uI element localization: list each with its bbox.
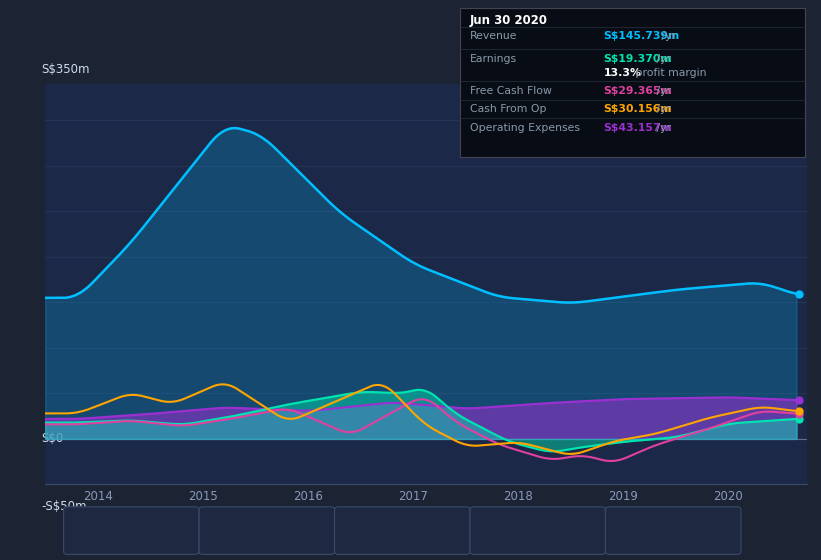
Text: S$350m: S$350m xyxy=(41,63,89,76)
Text: ●: ● xyxy=(349,526,358,535)
Text: Earnings: Earnings xyxy=(227,526,272,535)
Text: S$19.370m: S$19.370m xyxy=(603,54,672,64)
Text: ●: ● xyxy=(78,526,87,535)
Text: S$0: S$0 xyxy=(41,432,63,445)
Text: Cash From Op: Cash From Op xyxy=(470,104,546,114)
Text: -S$50m: -S$50m xyxy=(41,501,87,514)
Text: S$29.365m: S$29.365m xyxy=(603,86,672,96)
Text: Free Cash Flow: Free Cash Flow xyxy=(470,86,552,96)
Text: Revenue: Revenue xyxy=(90,526,135,535)
Text: ●: ● xyxy=(213,526,222,535)
Text: /yr: /yr xyxy=(654,104,671,114)
Text: Cash From Op: Cash From Op xyxy=(498,526,570,535)
Text: Jun 30 2020: Jun 30 2020 xyxy=(470,14,548,27)
Text: S$145.739m: S$145.739m xyxy=(603,31,680,41)
Text: Operating Expenses: Operating Expenses xyxy=(470,123,580,133)
Text: ●: ● xyxy=(620,526,629,535)
Text: ●: ● xyxy=(484,526,493,535)
Text: profit margin: profit margin xyxy=(632,68,706,78)
Text: Revenue: Revenue xyxy=(470,31,517,41)
Text: /yr: /yr xyxy=(654,54,671,64)
Text: /yr: /yr xyxy=(654,123,671,133)
Text: /yr: /yr xyxy=(654,86,671,96)
Text: 13.3%: 13.3% xyxy=(603,68,641,78)
Text: Earnings: Earnings xyxy=(470,54,516,64)
Text: S$30.156m: S$30.156m xyxy=(603,104,672,114)
Text: /yr: /yr xyxy=(658,31,677,41)
Text: Operating Expenses: Operating Expenses xyxy=(633,526,738,535)
Text: Free Cash Flow: Free Cash Flow xyxy=(362,526,440,535)
Text: S$43.157m: S$43.157m xyxy=(603,123,672,133)
